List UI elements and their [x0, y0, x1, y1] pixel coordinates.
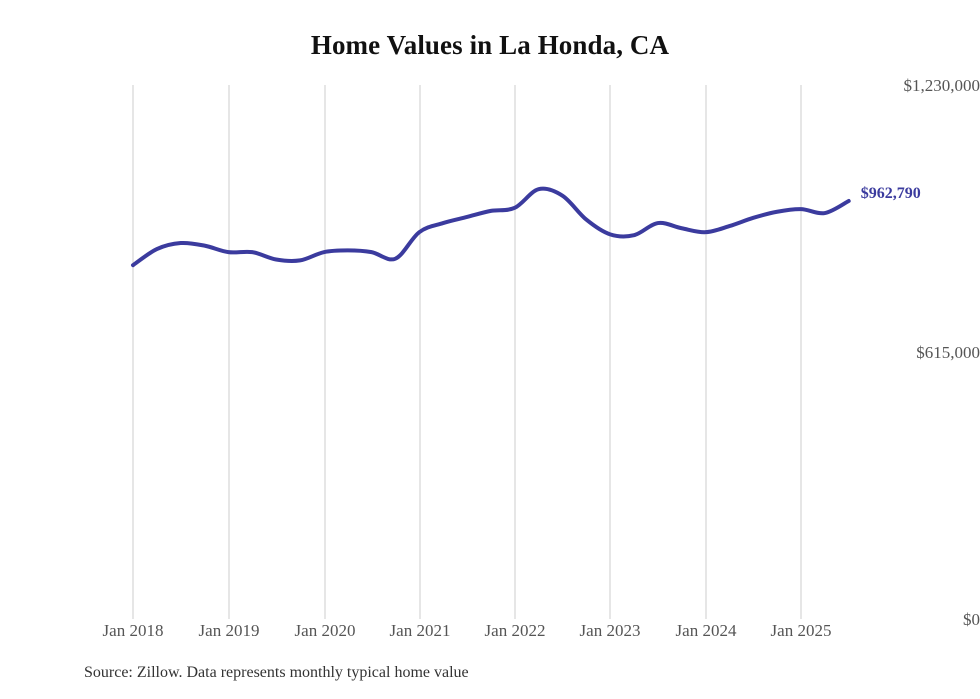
- x-axis-tick-label-jan-2020: Jan 2020: [294, 621, 356, 640]
- x-axis-tick-label-jan-2023: Jan 2023: [579, 621, 641, 640]
- x-axis-tick-label-jan-2025: Jan 2025: [770, 621, 832, 640]
- series-end-value-label: $962,790: [860, 185, 921, 202]
- chart-title: Home Values in La Honda, CA: [310, 30, 670, 60]
- y-axis-tick-label-mid: $615,000: [916, 343, 980, 362]
- x-axis-tick-label-jan-2021: Jan 2021: [389, 621, 451, 640]
- x-axis-tick-label-jan-2022: Jan 2022: [484, 621, 546, 640]
- source-note: Source: Zillow. Data represents monthly …: [84, 664, 469, 681]
- gridlines: [132, 85, 802, 619]
- x-axis-tick-label-jan-2024: Jan 2024: [675, 621, 737, 640]
- series-line-typical-home-value: [131, 186, 851, 268]
- y-axis-tick-label-max: $1,230,000: [903, 76, 980, 95]
- x-axis-tick-label-jan-2019: Jan 2019: [198, 621, 260, 640]
- x-axis-tick-label-jan-2018: Jan 2018: [102, 621, 164, 640]
- y-axis-tick-label-zero: $0: [963, 610, 980, 629]
